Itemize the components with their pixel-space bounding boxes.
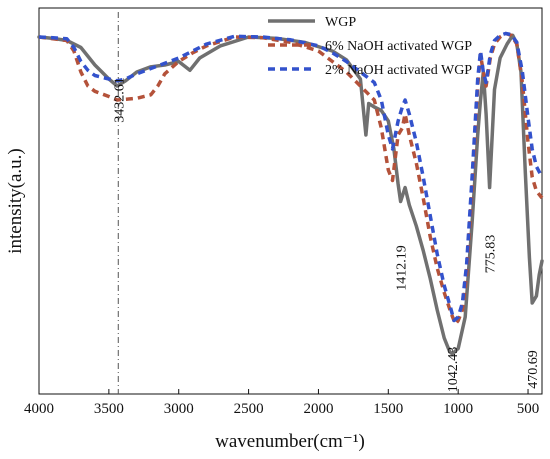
x-tick-label: 1000	[443, 401, 473, 417]
x-tick-label: 3000	[164, 401, 194, 417]
x-tick-label: 500	[517, 401, 540, 417]
series-layer	[37, 31, 544, 356]
x-tick-label: 1500	[373, 401, 403, 417]
legend-label: 6% NaOH activated WGP	[325, 39, 472, 54]
legend: WGP 6% NaOH activated WGP 2% NaOH activate…	[268, 15, 472, 78]
series-line-3	[38, 31, 544, 323]
plot-frame	[38, 7, 543, 395]
plot-area	[38, 7, 543, 395]
x-tick-label: 4000	[24, 401, 54, 417]
x-tick-label: 2500	[234, 401, 264, 417]
peak-label: 1412.19	[395, 245, 410, 291]
legend-label: 2% NaOH activated WGP	[325, 63, 472, 78]
peak-label: 3432.61	[112, 77, 127, 123]
peak-label: 1042.43	[446, 347, 461, 393]
peak-label: 775.83	[483, 235, 498, 274]
x-axis-title: wavenumber(cm⁻¹)	[215, 431, 365, 452]
y-axis-title: intensity(a.u.)	[5, 148, 26, 254]
series-line-1	[37, 33, 544, 356]
x-tick-label: 2000	[303, 401, 333, 417]
annotation-labels: 3432.61 1412.19 1042.43 775.83 470.69	[112, 77, 541, 392]
peak-label: 470.69	[526, 350, 541, 389]
x-tick-label: 3500	[94, 401, 124, 417]
legend-label: WGP	[325, 15, 356, 30]
x-axis: 4000 3500 3000 2500 2000 1500 1000 500	[24, 389, 539, 417]
